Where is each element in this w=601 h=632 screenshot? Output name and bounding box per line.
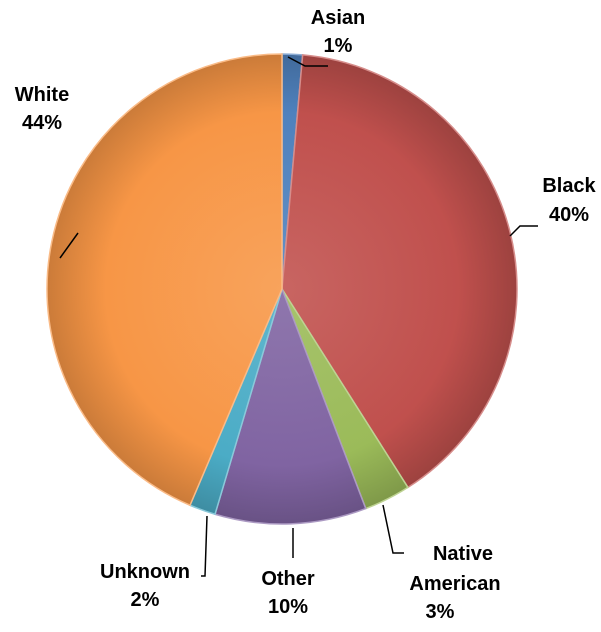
data-label-category: Black [542,175,596,197]
data-label-percent: 1% [324,35,353,57]
data-labels: Asian 1% Black 40% Native American 3% Other 10% U… [15,7,597,623]
data-label-category: American [409,573,500,595]
data-label-unknown: Unknown 2% [100,561,190,611]
leader-line-asian [287,56,328,67]
leader-lines [59,56,538,577]
data-label-percent: 40% [549,204,589,226]
data-label-percent: 10% [268,596,308,618]
data-label-percent: 3% [426,601,455,623]
pie-slice-other [214,286,367,525]
data-label-category: Unknown [100,561,190,583]
leader-line-unknown [201,515,208,577]
data-label-percent: 2% [131,589,160,611]
pie-slice-white [46,53,283,507]
leader-line-white [59,232,79,259]
data-label-category: Asian [311,7,365,29]
pie-slices [46,53,518,525]
leader-line-black [509,225,538,237]
data-label-category: White [15,84,69,106]
data-label-other: Other 10% [261,568,315,618]
pie-slice-black [281,54,518,489]
data-label-native-american: Native American 3% [409,543,500,623]
leader-line-native-american [382,504,404,554]
data-label-white: White 44% [15,84,69,134]
data-label-category: Native [433,543,493,565]
data-label-percent: 44% [22,112,62,134]
data-label-category: Other [261,568,315,590]
data-label-black: Black 40% [542,175,596,226]
data-label-asian: Asian 1% [311,7,365,57]
